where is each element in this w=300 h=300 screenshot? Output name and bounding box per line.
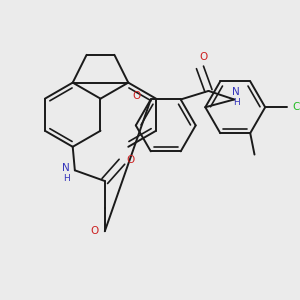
Text: H: H (63, 174, 70, 183)
Text: Cl: Cl (292, 102, 300, 112)
Text: O: O (199, 52, 207, 62)
Text: N: N (62, 163, 70, 173)
Text: N: N (232, 87, 240, 97)
Text: O: O (133, 91, 141, 101)
Text: O: O (126, 154, 135, 165)
Text: O: O (90, 226, 98, 236)
Text: H: H (233, 98, 240, 107)
